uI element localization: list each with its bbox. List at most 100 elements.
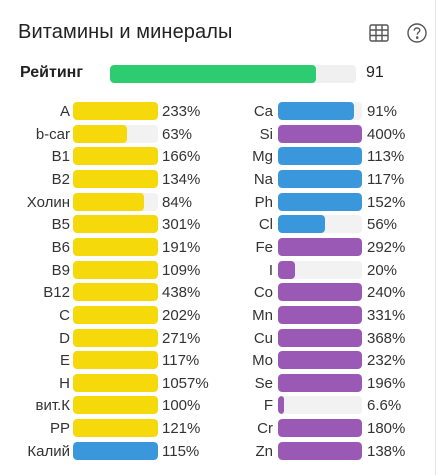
mineral-percent: 232%: [367, 352, 406, 370]
mineral-label: Co: [253, 284, 273, 302]
vitamin-bar: [73, 147, 158, 166]
vitamin-bar: [73, 260, 158, 279]
mineral-label: Si: [259, 125, 273, 143]
mineral-bar: [278, 373, 362, 392]
vitamin-percent: 233%: [162, 103, 201, 120]
vitamin-row: D 271%: [0, 328, 220, 348]
mineral-label: Mn: [252, 306, 273, 324]
mineral-row: Mn 331%: [228, 305, 428, 325]
mineral-bar: [278, 192, 362, 211]
vitamin-bar-fill: [73, 192, 145, 211]
mineral-label: Cr: [257, 420, 273, 438]
mineral-percent: 331%: [367, 306, 406, 324]
mineral-bar-fill: [278, 147, 362, 166]
vitamin-bar: [73, 169, 158, 188]
mineral-bar: [278, 260, 362, 279]
vitamin-label: B6: [51, 238, 70, 256]
mineral-bar: [278, 124, 362, 143]
mineral-label: Se: [254, 374, 273, 392]
mineral-row: I 20%: [228, 260, 428, 280]
vitamin-bar: [73, 124, 158, 143]
vitamin-label: вит.К: [35, 397, 70, 415]
vitamin-bar: [73, 419, 158, 438]
mineral-row: F 6.6%: [228, 395, 428, 415]
mineral-row: Fe 292%: [228, 237, 428, 257]
mineral-bar-fill: [278, 373, 362, 392]
mineral-label: Ph: [254, 193, 273, 211]
vitamin-percent: 115%: [162, 442, 200, 460]
vitamin-percent: 301%: [162, 216, 201, 234]
mineral-row: Cu 368%: [228, 328, 428, 348]
rating-bar: [110, 65, 356, 83]
vitamin-percent: 1057%: [162, 374, 209, 392]
mineral-row: Cr 180%: [228, 418, 428, 438]
vitamin-bar-fill: [73, 328, 158, 347]
vitamin-row: B6 191%: [0, 237, 220, 257]
mineral-label: Zn: [255, 442, 273, 460]
mineral-bar-fill: [278, 351, 362, 370]
mineral-percent: 6.6%: [367, 397, 402, 415]
mineral-bar-fill: [278, 283, 362, 302]
vitamin-bar-fill: [73, 124, 127, 143]
mineral-percent: 400%: [367, 125, 406, 143]
mineral-label: Cu: [253, 329, 273, 347]
vitamin-label: C: [59, 306, 70, 324]
mineral-bar-fill: [278, 102, 355, 120]
vitamin-bar: [73, 215, 158, 234]
vitamin-percent: 121%: [162, 420, 201, 438]
vitamin-label: B5: [51, 216, 70, 234]
mineral-row: Mg 113%: [228, 146, 428, 166]
vitamin-label: B2: [51, 170, 70, 188]
mineral-row: Cl 56%: [228, 214, 428, 234]
vitamin-percent: 271%: [162, 329, 201, 347]
card-title: Витамины и минералы: [18, 21, 233, 43]
vitamin-row: B5 301%: [0, 214, 220, 234]
vitamin-label: Холин: [26, 193, 70, 211]
mineral-bar: [278, 102, 362, 120]
vitamin-percent: 202%: [162, 306, 201, 324]
mineral-bar-fill: [278, 441, 362, 460]
vitamin-label: PP: [49, 420, 70, 438]
vitamin-label: E: [59, 352, 70, 370]
vitamin-bar-fill: [73, 396, 158, 415]
vitamin-percent: 191%: [162, 238, 201, 256]
vitamin-percent: 166%: [162, 148, 201, 166]
vitamin-percent: 109%: [162, 261, 201, 279]
rating-bar-fill: [110, 65, 316, 83]
vitamin-row: C 202%: [0, 305, 220, 325]
mineral-row: Si 400%: [228, 124, 428, 144]
mineral-bar: [278, 441, 362, 460]
table-icon[interactable]: [368, 22, 390, 44]
mineral-label: Mg: [252, 148, 273, 166]
vitamin-bar-fill: [73, 169, 158, 188]
vitamin-row: вит.К 100%: [0, 395, 220, 415]
vitamin-label: B12: [43, 284, 70, 302]
mineral-label: Mo: [252, 352, 273, 370]
mineral-bar: [278, 283, 362, 302]
vitamin-row: Калий 115%: [0, 441, 220, 461]
mineral-row: Ph 152%: [228, 192, 428, 212]
mineral-row: Na 117%: [228, 169, 428, 189]
vitamin-bar-fill: [73, 215, 158, 234]
mineral-bar: [278, 328, 362, 347]
mineral-label: Ca: [253, 103, 273, 120]
mineral-bar: [278, 419, 362, 438]
mineral-row: Mo 232%: [228, 350, 428, 370]
vitamin-label: B9: [51, 261, 70, 279]
vitamin-bar-fill: [73, 237, 158, 256]
vitamin-bar: [73, 396, 158, 415]
help-icon[interactable]: [406, 22, 428, 44]
mineral-bar: [278, 396, 362, 415]
vitamin-bar-fill: [73, 102, 158, 120]
mineral-percent: 368%: [367, 329, 406, 347]
mineral-bar-fill: [278, 328, 362, 347]
mineral-percent: 138%: [367, 442, 406, 460]
mineral-bar-fill: [278, 215, 326, 234]
vitamin-row: H 1057%: [0, 373, 220, 393]
vitamin-bar-fill: [73, 305, 158, 324]
mineral-row: Co 240%: [228, 282, 428, 302]
mineral-bar-fill: [278, 260, 295, 279]
mineral-bar: [278, 215, 362, 234]
vitamin-row: B12 438%: [0, 282, 220, 302]
